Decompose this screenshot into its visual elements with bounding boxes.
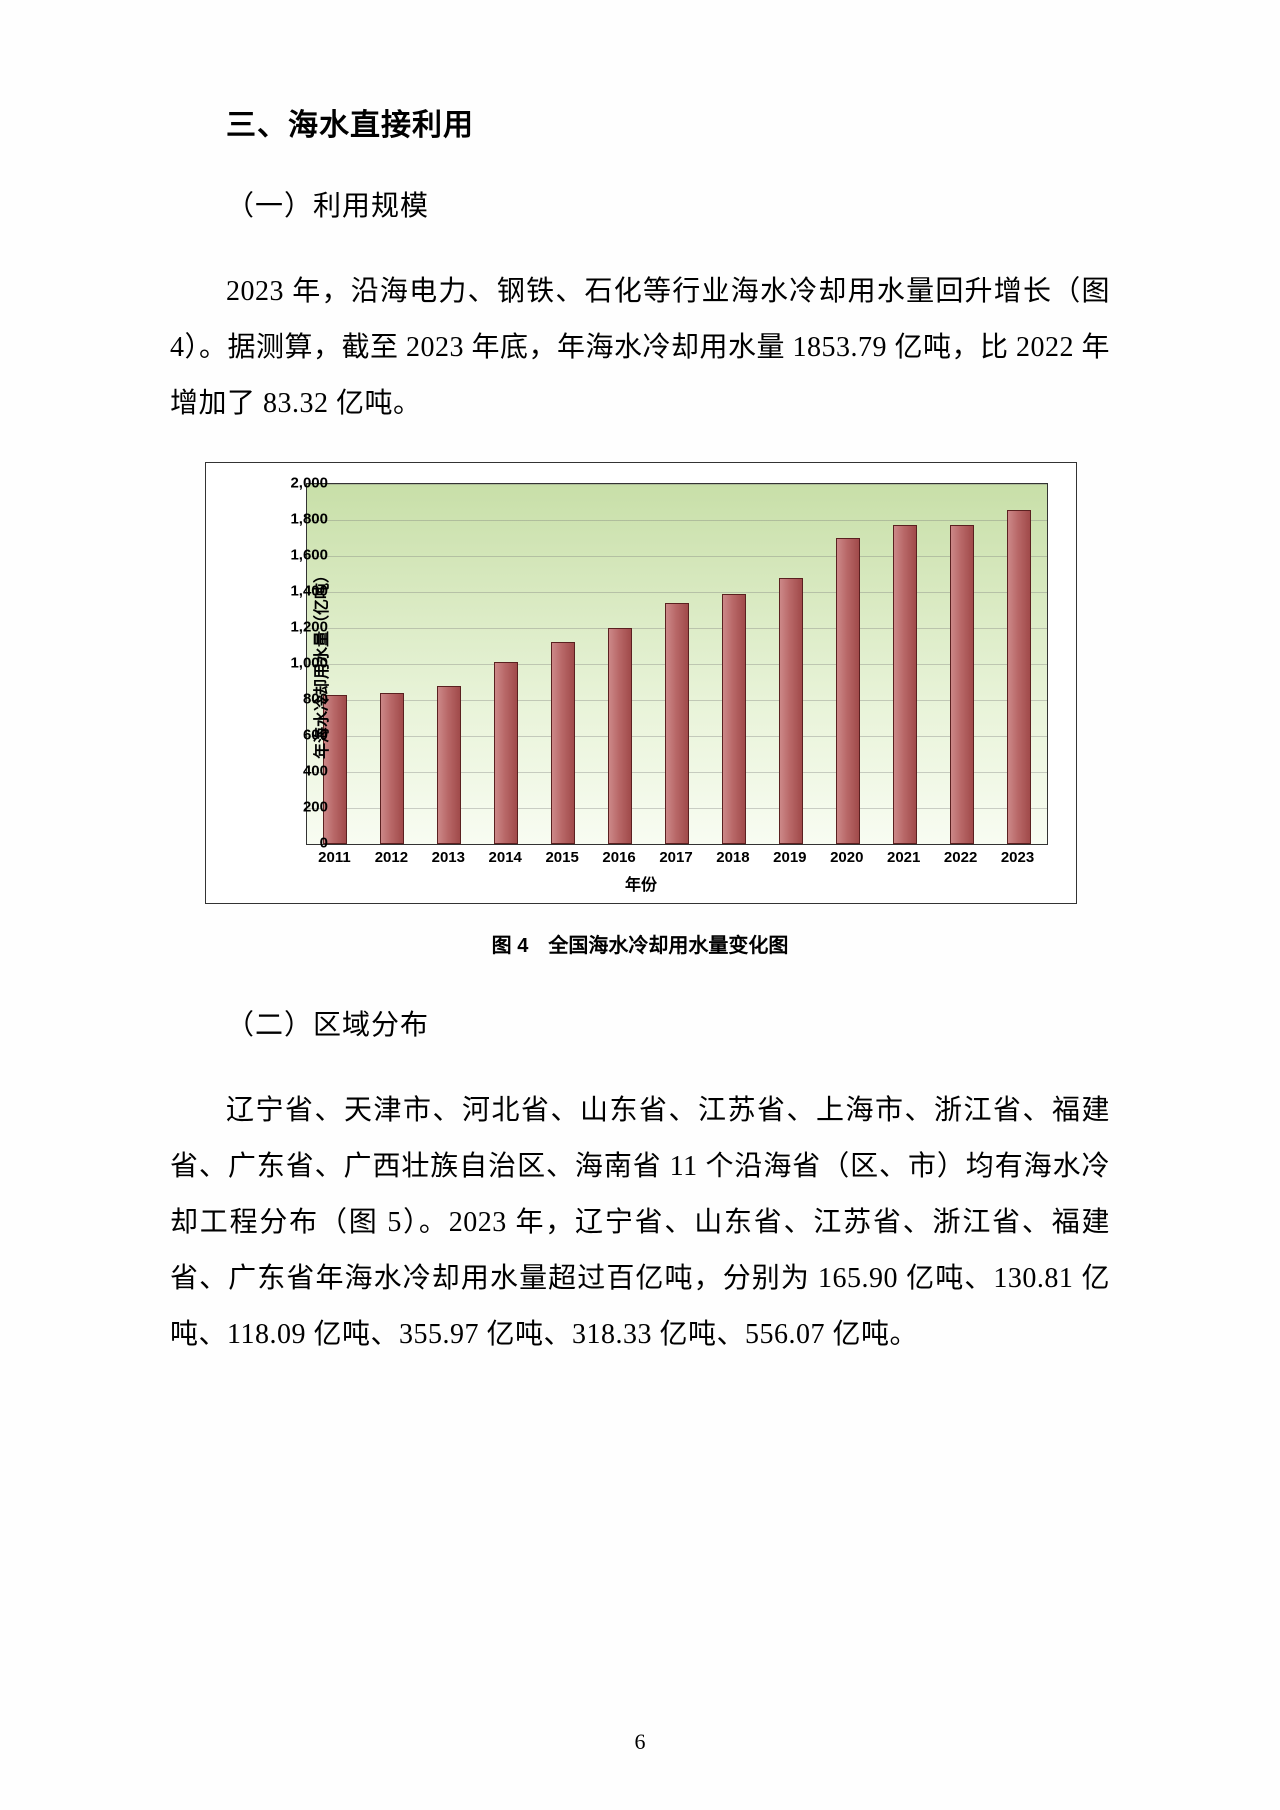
chart-bar — [380, 693, 404, 844]
chart-x-tick: 2015 — [542, 849, 582, 866]
chart-bar — [608, 628, 632, 844]
chart-x-tick: 2012 — [371, 849, 411, 866]
chart-bar — [1007, 510, 1031, 844]
chart-container: 年海水冷却用水量（亿吨） 年份 02004006008001,0001,2001… — [205, 462, 1077, 904]
chart-x-tick: 2018 — [713, 849, 753, 866]
chart-bar — [551, 642, 575, 844]
chart-x-tick: 2020 — [827, 849, 867, 866]
paragraph-1: 2023 年，沿海电力、钢铁、石化等行业海水冷却用水量回升增长（图 4）。据测算… — [170, 264, 1110, 432]
chart-x-tick: 2014 — [485, 849, 525, 866]
chart-bar — [836, 538, 860, 844]
chart-x-tick: 2017 — [656, 849, 696, 866]
chart-x-axis-label: 年份 — [625, 871, 657, 895]
chart-bar — [779, 578, 803, 844]
chart-x-tick: 2022 — [941, 849, 981, 866]
chart-gridline — [307, 520, 1047, 521]
paragraph-2: 辽宁省、天津市、河北省、山东省、江苏省、上海市、浙江省、福建省、广东省、广西壮族… — [170, 1083, 1110, 1363]
chart-bar — [665, 603, 689, 844]
chart-x-tick: 2016 — [599, 849, 639, 866]
chart-y-tick: 1,600 — [268, 547, 328, 564]
chart-x-tick: 2023 — [998, 849, 1038, 866]
chart-gridline — [307, 592, 1047, 593]
chart-gridline — [307, 484, 1047, 485]
chart-gridline — [307, 556, 1047, 557]
chart-y-tick: 400 — [268, 763, 328, 780]
figure-caption: 图 4 全国海水冷却用水量变化图 — [205, 929, 1075, 958]
chart-x-tick: 2013 — [428, 849, 468, 866]
chart-bar — [722, 594, 746, 844]
chart-x-tick: 2019 — [770, 849, 810, 866]
chart-y-tick: 1,400 — [268, 583, 328, 600]
chart-y-tick: 1,000 — [268, 655, 328, 672]
chart-y-tick: 1,200 — [268, 619, 328, 636]
figure-4: 年海水冷却用水量（亿吨） 年份 02004006008001,0001,2001… — [205, 462, 1075, 958]
chart-y-tick: 600 — [268, 727, 328, 744]
chart-bar — [893, 525, 917, 844]
chart-bar — [494, 662, 518, 844]
section-heading: 三、海水直接利用 — [226, 100, 1110, 144]
document-page: 三、海水直接利用 （一）利用规模 2023 年，沿海电力、钢铁、石化等行业海水冷… — [0, 0, 1280, 1810]
subsection-2-heading: （二）区域分布 — [226, 1003, 1110, 1043]
chart-y-tick: 200 — [268, 799, 328, 816]
page-number: 6 — [635, 1729, 646, 1755]
chart-bar — [437, 686, 461, 844]
chart-x-tick: 2011 — [314, 849, 354, 866]
chart-y-tick: 1,800 — [268, 511, 328, 528]
chart-bar — [950, 525, 974, 844]
chart-y-tick: 800 — [268, 691, 328, 708]
subsection-1-heading: （一）利用规模 — [226, 184, 1110, 224]
chart-x-tick: 2021 — [884, 849, 924, 866]
chart-plot-area — [306, 483, 1048, 845]
chart-y-tick: 2,000 — [268, 475, 328, 492]
